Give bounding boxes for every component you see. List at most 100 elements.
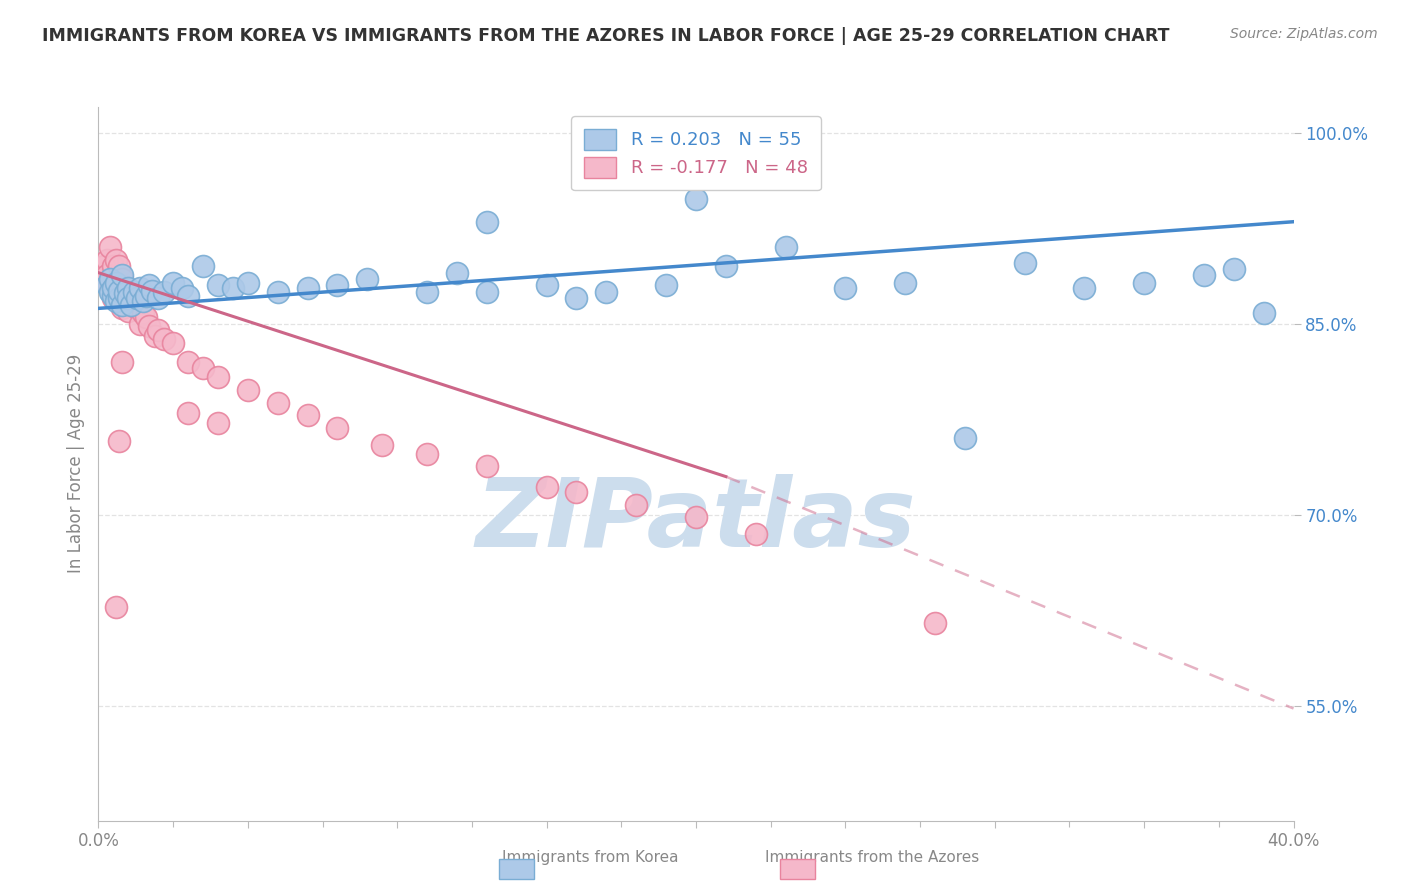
- Point: [655, 278, 678, 293]
- Point: [111, 301, 134, 316]
- Point: [98, 272, 122, 286]
- Point: [143, 329, 166, 343]
- Point: [120, 297, 142, 311]
- Point: [953, 431, 976, 445]
- Point: [124, 285, 146, 299]
- Point: [103, 288, 125, 302]
- Point: [1253, 306, 1275, 320]
- Point: [714, 260, 737, 274]
- Point: [108, 291, 131, 305]
- Point: [191, 361, 214, 376]
- Point: [108, 434, 131, 448]
- Text: ZIPatlas: ZIPatlas: [475, 475, 917, 567]
- Point: [103, 291, 125, 305]
- Point: [108, 260, 131, 274]
- Point: [565, 484, 588, 499]
- Point: [108, 291, 131, 305]
- Point: [162, 276, 184, 290]
- Point: [103, 281, 125, 295]
- Point: [1192, 268, 1215, 283]
- Point: [98, 281, 122, 295]
- Point: [117, 291, 139, 305]
- Point: [267, 395, 290, 409]
- Point: [117, 281, 139, 295]
- Point: [475, 459, 498, 474]
- Point: [685, 510, 707, 524]
- Point: [475, 215, 498, 229]
- Text: Immigrants from Korea: Immigrants from Korea: [502, 850, 679, 865]
- Text: Immigrants from the Azores: Immigrants from the Azores: [765, 850, 979, 865]
- Point: [446, 266, 468, 280]
- Point: [326, 421, 349, 435]
- Point: [111, 268, 134, 283]
- Point: [120, 291, 142, 305]
- Point: [138, 278, 160, 293]
- Legend: R = 0.203   N = 55, R = -0.177   N = 48: R = 0.203 N = 55, R = -0.177 N = 48: [571, 116, 821, 190]
- Point: [297, 281, 319, 295]
- Point: [111, 297, 134, 311]
- Text: Source: ZipAtlas.com: Source: ZipAtlas.com: [1230, 27, 1378, 41]
- Point: [222, 281, 245, 295]
- Point: [834, 281, 856, 295]
- Point: [129, 317, 152, 331]
- Point: [371, 438, 394, 452]
- Point: [135, 288, 157, 302]
- Point: [132, 293, 155, 308]
- Point: [177, 288, 200, 302]
- Point: [105, 276, 128, 290]
- Point: [138, 319, 160, 334]
- Point: [141, 284, 163, 298]
- Point: [153, 332, 176, 346]
- Point: [297, 409, 319, 423]
- Point: [117, 304, 139, 318]
- Point: [96, 252, 118, 267]
- Point: [105, 599, 128, 614]
- Point: [775, 240, 797, 254]
- Point: [894, 276, 917, 290]
- Point: [536, 480, 558, 494]
- Point: [565, 291, 588, 305]
- Point: [96, 278, 118, 293]
- Point: [326, 278, 349, 293]
- Point: [1133, 276, 1156, 290]
- Point: [536, 278, 558, 293]
- Point: [475, 285, 498, 299]
- Point: [172, 281, 194, 295]
- Point: [162, 335, 184, 350]
- Point: [191, 260, 214, 274]
- Point: [129, 281, 152, 295]
- Point: [124, 285, 146, 299]
- Point: [111, 355, 134, 369]
- Point: [127, 301, 149, 316]
- Point: [148, 323, 170, 337]
- Point: [416, 447, 439, 461]
- Point: [416, 285, 439, 299]
- Point: [135, 310, 157, 325]
- Text: IMMIGRANTS FROM KOREA VS IMMIGRANTS FROM THE AZORES IN LABOR FORCE | AGE 25-29 C: IMMIGRANTS FROM KOREA VS IMMIGRANTS FROM…: [42, 27, 1170, 45]
- Point: [105, 278, 128, 293]
- Point: [153, 285, 176, 299]
- Point: [177, 355, 200, 369]
- Point: [93, 260, 115, 274]
- Point: [207, 370, 229, 384]
- Point: [98, 240, 122, 254]
- Point: [1014, 255, 1036, 269]
- Point: [626, 498, 648, 512]
- Point: [114, 281, 136, 295]
- Point: [114, 286, 136, 301]
- Y-axis label: In Labor Force | Age 25-29: In Labor Force | Age 25-29: [66, 354, 84, 574]
- Point: [595, 285, 617, 299]
- Point: [117, 288, 139, 302]
- Point: [105, 293, 128, 308]
- Point: [236, 383, 259, 397]
- Point: [924, 616, 946, 631]
- Point: [267, 285, 290, 299]
- Point: [1073, 281, 1095, 295]
- Point: [148, 291, 170, 305]
- Point: [685, 192, 707, 206]
- Point: [207, 416, 229, 430]
- Point: [236, 276, 259, 290]
- Point: [745, 527, 768, 541]
- Point: [103, 260, 125, 274]
- Point: [98, 285, 122, 299]
